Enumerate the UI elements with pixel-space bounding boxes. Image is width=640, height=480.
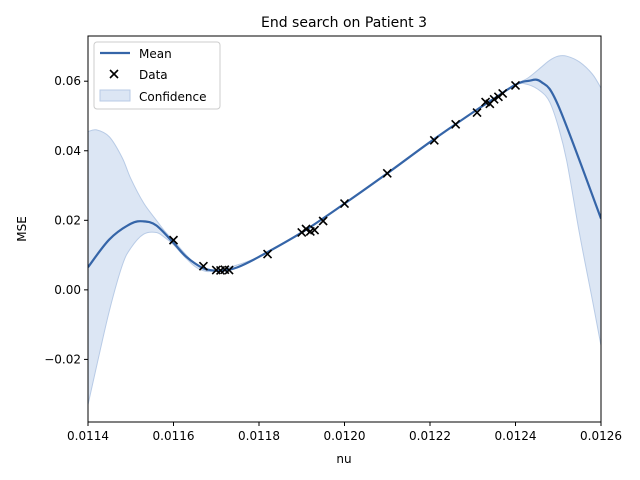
data-point xyxy=(310,225,320,235)
x-axis-label: nu xyxy=(336,452,351,466)
data-point xyxy=(382,168,392,178)
mean-line xyxy=(88,78,601,273)
y-tick-label: 0.06 xyxy=(54,74,81,88)
legend-data-swatch xyxy=(109,69,119,79)
x-tick-label: 0.0114 xyxy=(67,429,109,443)
y-tick-label: 0.04 xyxy=(54,144,81,158)
data-point xyxy=(224,265,234,275)
x-tick-label: 0.0118 xyxy=(238,429,280,443)
data-point xyxy=(262,249,273,259)
data-point xyxy=(339,199,350,209)
legend-mean-label: Mean xyxy=(139,47,172,61)
y-tick-label: −0.02 xyxy=(44,352,81,366)
data-point xyxy=(168,235,179,245)
x-tick-label: 0.0124 xyxy=(495,429,537,443)
data-point xyxy=(198,261,208,271)
data-point xyxy=(429,135,439,145)
x-tick-label: 0.0122 xyxy=(409,429,451,443)
data-point xyxy=(301,224,311,234)
x-tick-label: 0.0120 xyxy=(324,429,366,443)
data-point xyxy=(510,80,521,90)
x-tick-label: 0.0126 xyxy=(580,429,622,443)
x-tick-label: 0.0116 xyxy=(153,429,195,443)
plot-area xyxy=(88,55,601,405)
x-axis: 0.0114 0.0116 0.0118 0.0120 0.0122 0.0124 0.01… xyxy=(67,422,622,443)
data-point xyxy=(489,94,499,104)
data-point xyxy=(318,216,328,226)
data-point xyxy=(498,88,508,98)
data-point xyxy=(472,107,482,118)
y-tick-label: 0.00 xyxy=(54,283,81,297)
y-tick-label: 0.02 xyxy=(54,213,81,227)
y-axis-label: MSE xyxy=(15,216,29,242)
y-axis: −0.02 0.00 0.02 0.04 0.06 xyxy=(44,74,88,366)
legend: Mean Data Confidence xyxy=(93,41,221,110)
chart-title: End search on Patient 3 xyxy=(261,15,427,31)
legend-confidence-swatch xyxy=(99,89,131,102)
data-point xyxy=(451,119,461,129)
legend-data-label: Data xyxy=(139,68,168,82)
legend-confidence-label: Confidence xyxy=(139,90,206,104)
